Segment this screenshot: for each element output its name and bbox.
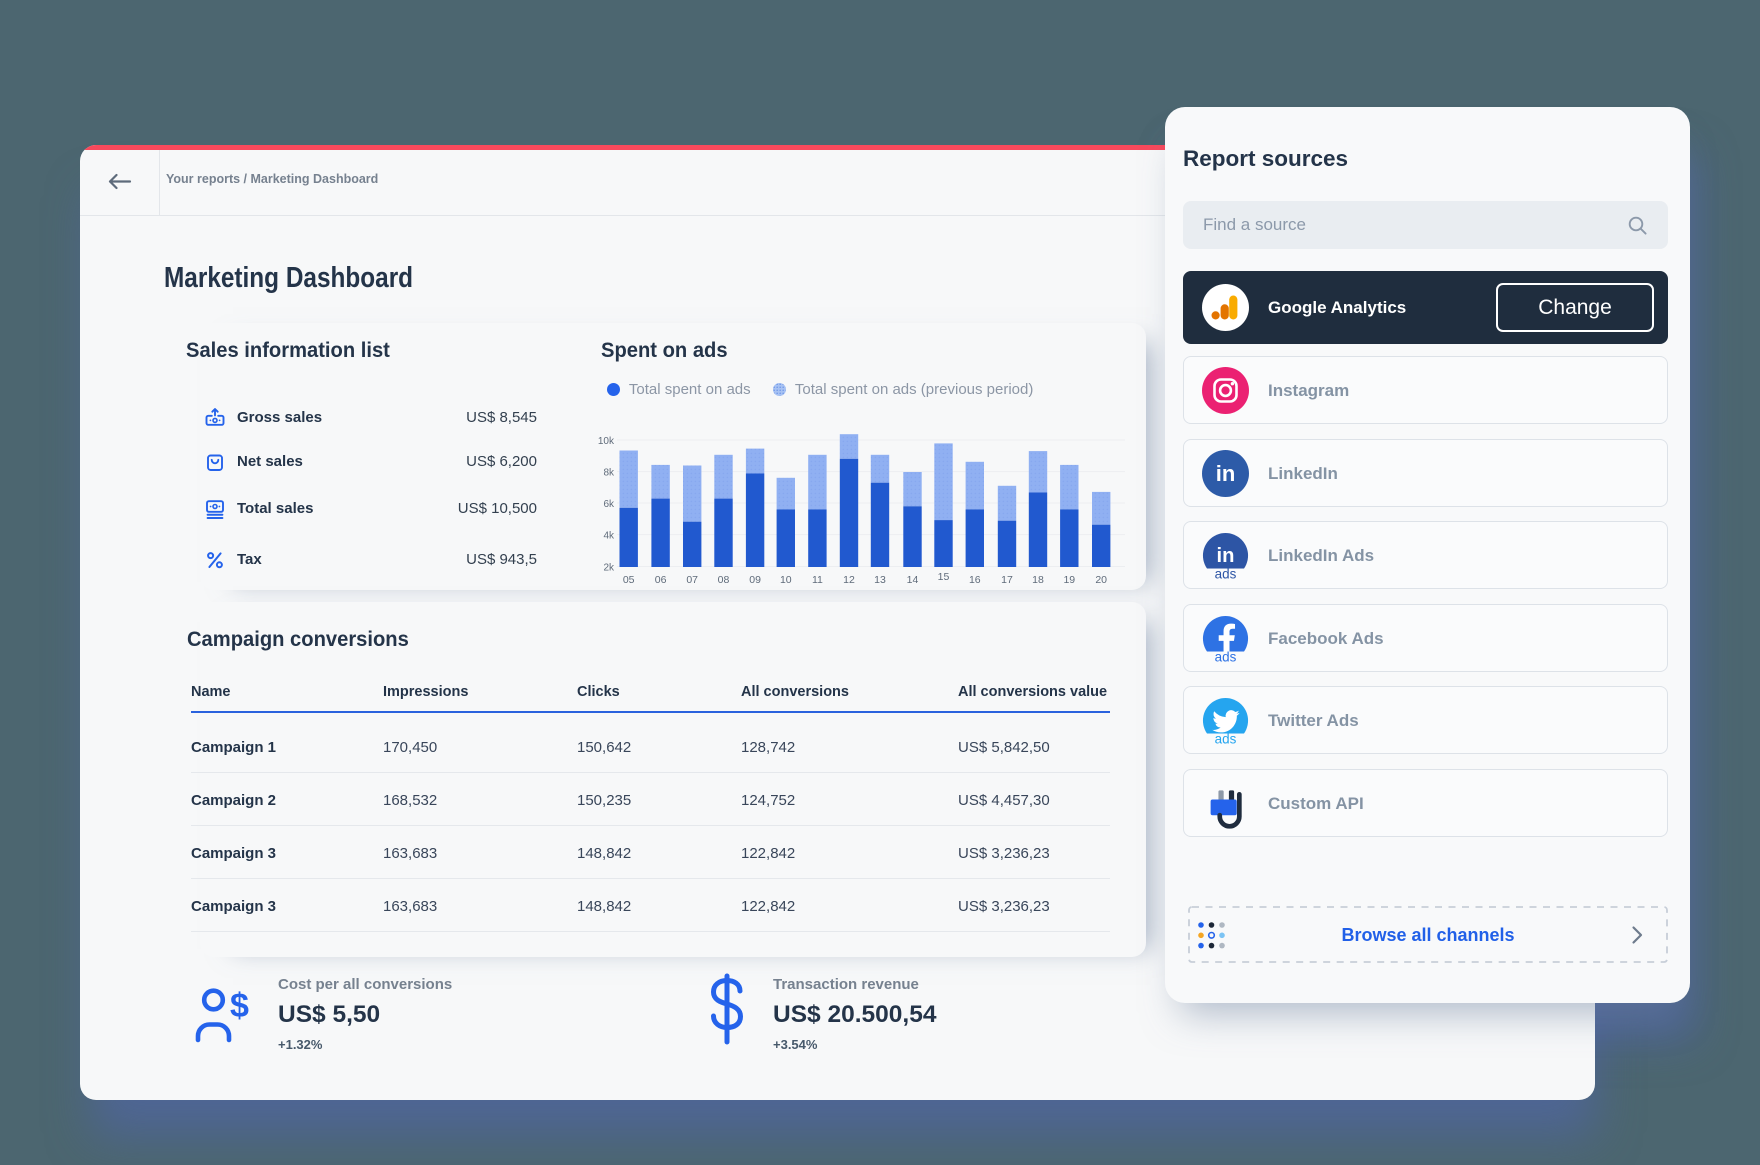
svg-text:14: 14 — [907, 574, 919, 586]
svg-text:in: in — [1216, 461, 1236, 486]
svg-text:15: 15 — [938, 571, 950, 583]
svg-text:$: $ — [230, 987, 249, 1025]
svg-text:2k: 2k — [603, 563, 615, 574]
svg-text:05: 05 — [623, 574, 635, 586]
svg-text:ads: ads — [1215, 649, 1237, 663]
svg-text:20: 20 — [1095, 574, 1107, 586]
svg-text:11: 11 — [812, 574, 823, 586]
svg-text:16: 16 — [969, 574, 981, 586]
svg-text:09: 09 — [749, 574, 761, 586]
svg-text:10k: 10k — [598, 436, 615, 447]
svg-text:6k: 6k — [603, 499, 615, 510]
svg-text:8k: 8k — [603, 468, 615, 479]
svg-text:10: 10 — [780, 574, 792, 586]
svg-text:13: 13 — [874, 574, 886, 586]
svg-text:ads: ads — [1215, 567, 1237, 581]
svg-text:17: 17 — [1001, 574, 1013, 586]
svg-text:4k: 4k — [603, 531, 615, 542]
svg-text:12: 12 — [843, 574, 855, 586]
svg-text:ads: ads — [1215, 732, 1237, 746]
svg-text:18: 18 — [1032, 574, 1044, 586]
svg-text:08: 08 — [718, 574, 730, 586]
svg-text:19: 19 — [1063, 574, 1075, 586]
svg-text:in: in — [1217, 545, 1235, 567]
svg-text:07: 07 — [686, 574, 698, 586]
svg-text:06: 06 — [655, 574, 667, 586]
